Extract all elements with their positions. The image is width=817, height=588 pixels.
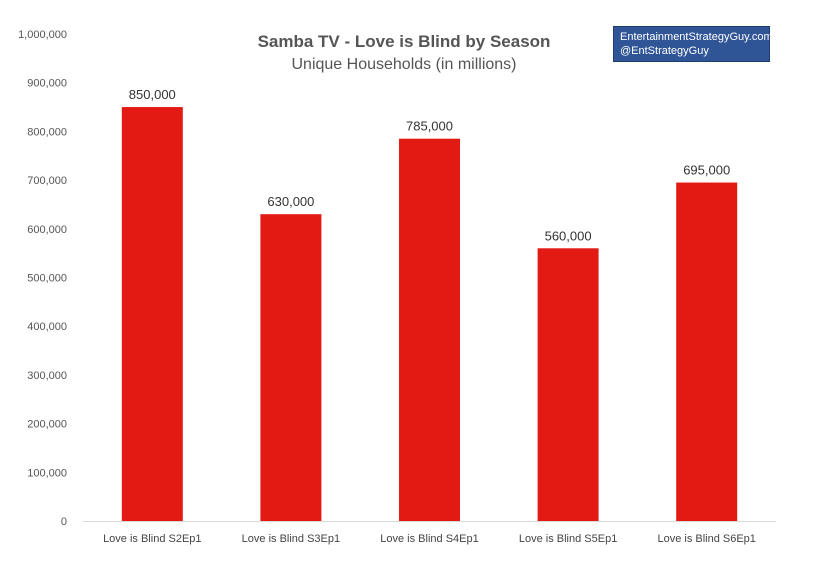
y-tick-label: 100,000 xyxy=(27,467,67,479)
bar xyxy=(537,248,599,521)
bars-group xyxy=(121,107,738,522)
x-tick-label: Love is Blind S3Ep1 xyxy=(242,533,340,545)
chart-subtitle: Unique Households (in millions) xyxy=(292,56,517,73)
y-tick-label: 0 xyxy=(61,516,67,528)
x-tick-label: Love is Blind S6Ep1 xyxy=(657,533,755,545)
chart-title: Samba TV - Love is Blind by Season xyxy=(258,32,551,51)
data-label: 560,000 xyxy=(545,228,592,243)
bar xyxy=(260,214,322,521)
data-label: 630,000 xyxy=(267,194,314,209)
y-tick-label: 1,000,000 xyxy=(18,29,67,41)
x-tick-label: Love is Blind S4Ep1 xyxy=(380,533,478,545)
bar xyxy=(121,107,183,522)
credit-handle: @EntStrategyGuy xyxy=(620,45,709,57)
bar xyxy=(399,138,460,521)
y-tick-label: 300,000 xyxy=(27,370,67,382)
data-labels-group: 850,000 630,000 785,000 560,000 695,000 xyxy=(129,87,730,243)
y-tick-label: 600,000 xyxy=(27,224,67,236)
data-label: 850,000 xyxy=(129,87,176,102)
y-tick-label: 800,000 xyxy=(27,126,67,138)
y-tick-label: 900,000 xyxy=(27,78,67,90)
data-label: 785,000 xyxy=(406,119,453,134)
x-tick-label: Love is Blind S2Ep1 xyxy=(103,533,201,545)
x-axis: Love is Blind S2Ep1 Love is Blind S3Ep1 Lo… xyxy=(103,533,756,545)
data-label: 695,000 xyxy=(683,163,730,178)
credit-website: EntertainmentStrategyGuy.com xyxy=(620,31,773,43)
x-tick-label: Love is Blind S5Ep1 xyxy=(519,533,617,545)
bar xyxy=(676,182,738,521)
y-tick-label: 200,000 xyxy=(27,419,67,431)
y-tick-label: 400,000 xyxy=(27,321,67,333)
y-axis: 0 100,000 200,000 300,000 400,000 500,000 600,… xyxy=(18,29,67,528)
credit-box: EntertainmentStrategyGuy.com @EntStrateg… xyxy=(613,26,773,62)
y-tick-label: 700,000 xyxy=(27,175,67,187)
y-tick-label: 500,000 xyxy=(27,273,67,285)
